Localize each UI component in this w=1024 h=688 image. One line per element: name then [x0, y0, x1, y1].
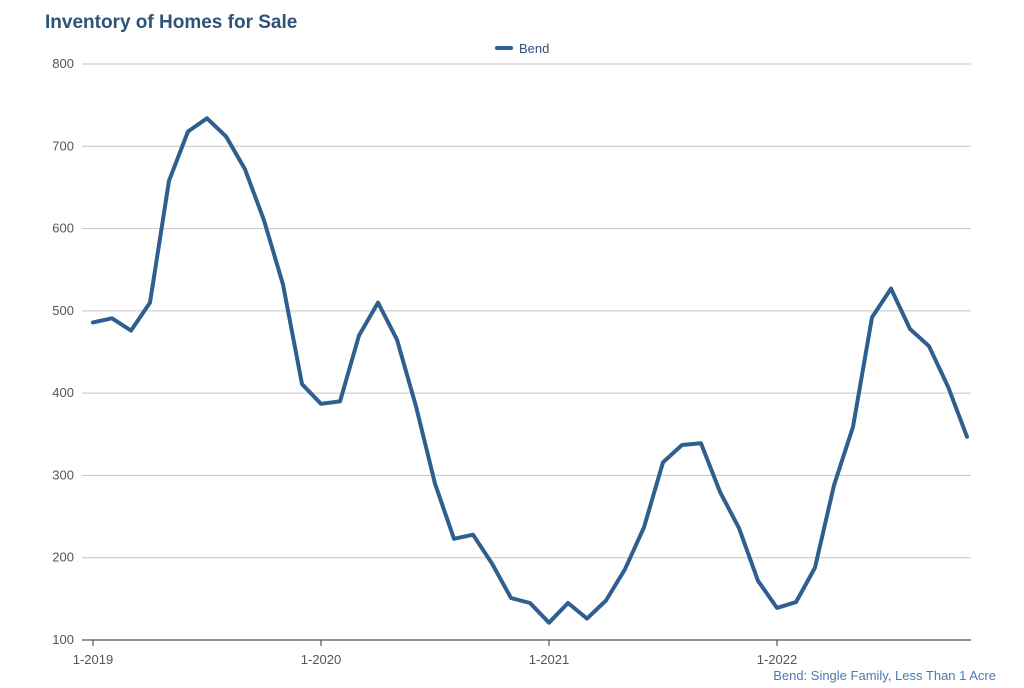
data-point — [452, 537, 456, 541]
legend: Bend — [495, 39, 549, 57]
data-point — [395, 338, 399, 342]
data-point — [300, 382, 304, 386]
data-point — [642, 525, 646, 529]
gridlines — [82, 63, 971, 559]
data-point — [737, 526, 741, 530]
y-tick-label: 600 — [52, 221, 74, 236]
data-point — [129, 329, 133, 333]
x-tick-label: 1-2020 — [301, 652, 341, 667]
data-point — [889, 287, 893, 291]
data-point — [946, 385, 950, 389]
data-point — [110, 316, 114, 320]
data-point — [281, 283, 285, 287]
data-point — [547, 621, 551, 625]
data-point — [623, 567, 627, 571]
x-tick-label: 1-2022 — [757, 652, 797, 667]
data-point — [851, 425, 855, 429]
series-line-bend — [91, 116, 969, 625]
data-point — [414, 404, 418, 408]
legend-label: Bend — [519, 40, 550, 56]
data-point — [908, 327, 912, 331]
axes: 100 200 300 400 500 600 700 800 1-2019 1-2020 1-20… — [52, 56, 971, 667]
data-point — [357, 334, 361, 338]
data-point — [756, 579, 760, 583]
data-point — [604, 599, 608, 603]
data-point — [148, 301, 152, 305]
data-point — [566, 601, 570, 605]
data-point — [243, 167, 247, 171]
data-point — [186, 129, 190, 133]
data-point — [870, 315, 874, 319]
data-point — [338, 399, 342, 403]
data-point — [927, 344, 931, 348]
data-point — [680, 443, 684, 447]
data-point — [376, 301, 380, 305]
data-point — [433, 482, 437, 486]
data-point — [509, 596, 513, 600]
data-point — [718, 490, 722, 494]
x-tick-label: 1-2019 — [73, 652, 113, 667]
y-tick-label: 400 — [52, 385, 74, 400]
x-tick-label: 1-2021 — [529, 652, 569, 667]
data-point — [699, 441, 703, 445]
data-point — [319, 402, 323, 406]
data-point — [965, 435, 969, 439]
data-point — [528, 601, 532, 605]
data-point — [471, 533, 475, 537]
data-point — [224, 134, 228, 138]
data-point — [205, 116, 209, 120]
data-point — [262, 218, 266, 222]
y-tick-label: 100 — [52, 632, 74, 647]
y-tick-label: 700 — [52, 138, 74, 153]
y-tick-label: 300 — [52, 467, 74, 482]
y-tick-label: 200 — [52, 550, 74, 565]
y-tick-label: 500 — [52, 303, 74, 318]
legend-swatch — [495, 46, 513, 50]
data-point — [794, 600, 798, 604]
chart-footnote: Bend: Single Family, Less Than 1 Acre — [773, 668, 996, 683]
data-point — [832, 483, 836, 487]
data-point — [167, 179, 171, 183]
data-point — [813, 566, 817, 570]
data-point — [91, 320, 95, 324]
data-point — [490, 561, 494, 565]
chart-title: Inventory of Homes for Sale — [45, 12, 298, 33]
data-point — [775, 606, 779, 610]
data-point — [585, 617, 589, 621]
y-tick-label: 800 — [52, 56, 74, 71]
series — [91, 116, 969, 625]
data-point — [661, 460, 665, 464]
